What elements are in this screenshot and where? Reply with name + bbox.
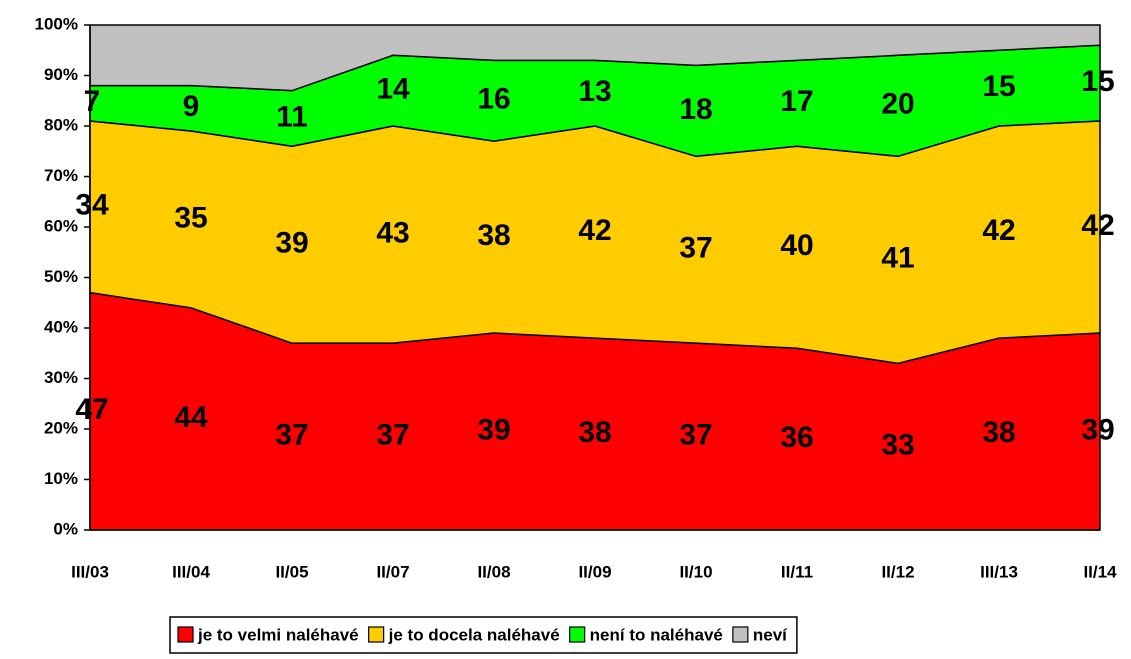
- data-label: 41: [881, 242, 914, 275]
- data-label: 38: [578, 416, 611, 449]
- legend: je to velmi naléhavé je to docela naléhav…: [169, 616, 798, 654]
- data-label: 42: [1081, 209, 1114, 242]
- x-tick-label: II/07: [376, 562, 409, 581]
- data-label: 47: [75, 393, 108, 426]
- data-label: 13: [578, 75, 611, 108]
- y-tick-label: 80%: [44, 115, 78, 134]
- legend-label: není to naléhavé: [590, 625, 723, 644]
- y-tick-label: 70%: [44, 166, 78, 185]
- data-label: 39: [1081, 413, 1114, 446]
- x-tick-label: II/10: [679, 562, 712, 581]
- data-label: 37: [679, 232, 712, 265]
- legend-swatch: [177, 626, 194, 643]
- y-tick-label: 20%: [44, 418, 78, 437]
- legend-swatch: [569, 626, 586, 643]
- data-label: 35: [174, 201, 207, 234]
- data-label: 9: [183, 90, 200, 123]
- y-tick-label: 60%: [44, 216, 78, 235]
- y-tick-label: 0%: [53, 519, 78, 538]
- data-label: 44: [174, 401, 208, 434]
- x-tick-label: II/09: [578, 562, 611, 581]
- x-tick-label: II/11: [781, 562, 813, 581]
- x-tick-label: III/13: [980, 562, 1018, 581]
- data-label: 7: [84, 85, 101, 118]
- data-label: 20: [881, 88, 914, 121]
- data-label: 40: [780, 229, 813, 262]
- y-tick-label: 10%: [44, 469, 78, 488]
- data-label: 42: [578, 214, 611, 247]
- data-label: 43: [376, 216, 409, 249]
- x-tick-label: III/03: [71, 562, 109, 581]
- data-label: 36: [780, 421, 813, 454]
- data-label: 38: [982, 416, 1015, 449]
- x-tick-label: II/14: [1083, 562, 1117, 581]
- y-tick-label: 30%: [44, 368, 78, 387]
- x-tick-label: II/05: [275, 562, 308, 581]
- y-tick-label: 100%: [35, 14, 78, 33]
- data-label: 42: [982, 214, 1015, 247]
- y-tick-label: 90%: [44, 65, 78, 84]
- legend-label: neví: [753, 625, 788, 644]
- data-label: 37: [679, 418, 712, 451]
- area: [89, 24, 1101, 92]
- data-label: 33: [881, 429, 914, 462]
- data-label: 34: [75, 189, 109, 222]
- legend-box: [169, 616, 798, 654]
- legend-swatch: [368, 626, 385, 643]
- data-label: 15: [982, 70, 1015, 103]
- data-label: 14: [376, 73, 410, 106]
- data-label: 39: [477, 413, 510, 446]
- data-label: 16: [477, 83, 510, 116]
- data-label: 18: [679, 93, 712, 126]
- data-label: 38: [477, 219, 510, 252]
- legend-swatch: [732, 626, 749, 643]
- data-label: 17: [780, 85, 813, 118]
- data-label: 37: [376, 418, 409, 451]
- x-tick-label: II/12: [881, 562, 914, 581]
- legend-label: je to docela naléhavé: [388, 625, 560, 644]
- data-label: 39: [275, 227, 308, 260]
- x-tick-label: II/08: [477, 562, 510, 581]
- legend-label: je to velmi naléhavé: [197, 625, 359, 644]
- y-tick-label: 40%: [44, 317, 78, 336]
- data-label: 15: [1081, 65, 1114, 98]
- x-tick-label: III/04: [172, 562, 210, 581]
- y-tick-label: 50%: [44, 267, 78, 286]
- data-label: 11: [276, 100, 308, 133]
- data-label: 37: [275, 418, 308, 451]
